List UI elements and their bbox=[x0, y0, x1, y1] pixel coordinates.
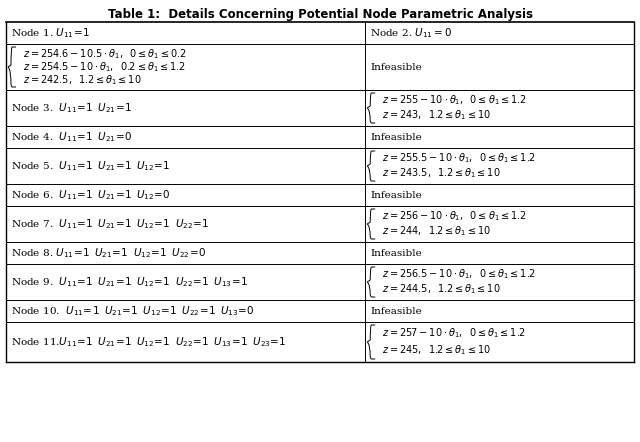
Text: $z = 245,\;\;1.2\leq\theta_1\leq 10$: $z = 245,\;\;1.2\leq\theta_1\leq 10$ bbox=[382, 343, 492, 358]
Text: $z = 243,\;\;1.2\leq\theta_1\leq 10$: $z = 243,\;\;1.2\leq\theta_1\leq 10$ bbox=[382, 109, 492, 122]
Text: Infeasible: Infeasible bbox=[370, 62, 422, 72]
Text: $z = 242.5,\;\;1.2\leq\theta_1\leq 10$: $z = 242.5,\;\;1.2\leq\theta_1\leq 10$ bbox=[23, 73, 141, 87]
Text: Node 11.$U_{11}\!=\!1\;\;U_{21}\!=\!1\;\;U_{12}\!=\!1\;\;U_{22}\!=\!1\;\;U_{13}\: Node 11.$U_{11}\!=\!1\;\;U_{21}\!=\!1\;\… bbox=[11, 335, 287, 349]
Text: Node 9.  $U_{11}\!=\!1\;\;U_{21}\!=\!1\;\;U_{12}\!=\!1\;\;U_{22}\!=\!1\;\;U_{13}: Node 9. $U_{11}\!=\!1\;\;U_{21}\!=\!1\;\… bbox=[11, 275, 248, 289]
Text: $z = 254.5-10\cdot\theta_1,\;\;0.2\leq\theta_1\leq 1.2$: $z = 254.5-10\cdot\theta_1,\;\;0.2\leq\t… bbox=[23, 60, 186, 74]
Text: Node 3.  $U_{11}\!=\!1\;\;U_{21}\!=\!1$: Node 3. $U_{11}\!=\!1\;\;U_{21}\!=\!1$ bbox=[11, 101, 132, 115]
Text: Node 10.  $U_{11}\!=\!1\;\;U_{21}\!=\!1\;\;U_{12}\!=\!1\;\;U_{22}\!=\!1\;\;U_{13: Node 10. $U_{11}\!=\!1\;\;U_{21}\!=\!1\;… bbox=[11, 304, 255, 318]
Text: Node 8. $U_{11}\!=\!1\;\;U_{21}\!=\!1\;\;U_{12}\!=\!1\;\;U_{22}\!=\!0$: Node 8. $U_{11}\!=\!1\;\;U_{21}\!=\!1\;\… bbox=[11, 246, 206, 260]
Text: $z = 256.5-10\cdot\theta_1,\;\;0\leq\theta_1\leq 1.2$: $z = 256.5-10\cdot\theta_1,\;\;0\leq\the… bbox=[382, 267, 536, 282]
Text: $z = 255.5-10\cdot\theta_1,\;\;0\leq\theta_1\leq 1.2$: $z = 255.5-10\cdot\theta_1,\;\;0\leq\the… bbox=[382, 152, 536, 165]
Text: Node 2. $U_{11} = 0$: Node 2. $U_{11} = 0$ bbox=[370, 26, 452, 40]
Text: Infeasible: Infeasible bbox=[370, 133, 422, 141]
Text: Infeasible: Infeasible bbox=[370, 248, 422, 258]
Text: Node 4.  $U_{11}\!=\!1\;\;U_{21}\!=\!0$: Node 4. $U_{11}\!=\!1\;\;U_{21}\!=\!0$ bbox=[11, 130, 132, 144]
Text: Node 7.  $U_{11}\!=\!1\;\;U_{21}\!=\!1\;\;U_{12}\!=\!1\;\;U_{22}\!=\!1$: Node 7. $U_{11}\!=\!1\;\;U_{21}\!=\!1\;\… bbox=[11, 217, 209, 231]
Text: $z = 244.5,\;\;1.2\leq\theta_1\leq 10$: $z = 244.5,\;\;1.2\leq\theta_1\leq 10$ bbox=[382, 282, 500, 297]
Text: Node 5.  $U_{11}\!=\!1\;\;U_{21}\!=\!1\;\;U_{12}\!=\!1$: Node 5. $U_{11}\!=\!1\;\;U_{21}\!=\!1\;\… bbox=[11, 159, 170, 173]
Text: $z = 255-10\cdot\theta_1,\;\;0\leq\theta_1\leq 1.2$: $z = 255-10\cdot\theta_1,\;\;0\leq\theta… bbox=[382, 94, 527, 107]
Text: $z = 257-10\cdot\theta_1,\;\;0\leq\theta_1\leq 1.2$: $z = 257-10\cdot\theta_1,\;\;0\leq\theta… bbox=[382, 327, 526, 340]
Text: $z = 244,\;\;1.2\leq\theta_1\leq 10$: $z = 244,\;\;1.2\leq\theta_1\leq 10$ bbox=[382, 225, 492, 238]
Text: Infeasible: Infeasible bbox=[370, 306, 422, 316]
Text: $z = 254.6-10.5\cdot\theta_1,\;\;0\leq\theta_1\leq 0.2$: $z = 254.6-10.5\cdot\theta_1,\;\;0\leq\t… bbox=[23, 47, 186, 61]
Text: Table 1:  Details Concerning Potential Node Parametric Analysis: Table 1: Details Concerning Potential No… bbox=[108, 8, 532, 21]
Text: Node 1. $U_{11}\!=\!1$: Node 1. $U_{11}\!=\!1$ bbox=[11, 26, 90, 40]
Text: $z = 243.5,\;\;1.2\leq\theta_1\leq 10$: $z = 243.5,\;\;1.2\leq\theta_1\leq 10$ bbox=[382, 167, 500, 180]
Text: Infeasible: Infeasible bbox=[370, 191, 422, 199]
Text: $z = 256-10\cdot\theta_1,\;\;0\leq\theta_1\leq 1.2$: $z = 256-10\cdot\theta_1,\;\;0\leq\theta… bbox=[382, 210, 527, 223]
Text: Node 6.  $U_{11}\!=\!1\;\;U_{21}\!=\!1\;\;U_{12}\!=\!0$: Node 6. $U_{11}\!=\!1\;\;U_{21}\!=\!1\;\… bbox=[11, 188, 171, 202]
